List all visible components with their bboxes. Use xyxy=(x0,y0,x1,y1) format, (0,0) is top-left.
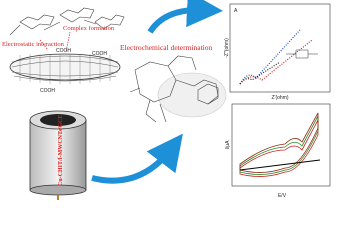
graphical-abstract: Complex formation Electrostatic interact… xyxy=(2,0,331,200)
electrode-label: Cu-CHIT/f-MWCNTs/GCE xyxy=(58,115,64,186)
cooh-label: COOH xyxy=(92,51,107,57)
y-axis-label: -Z''(ohm) xyxy=(224,38,230,58)
chitosan-structure xyxy=(9,7,125,36)
arrow xyxy=(91,133,183,184)
analyte-molecule xyxy=(129,55,227,123)
x-axis-label: E/V xyxy=(278,193,287,199)
panel-label: A xyxy=(234,8,238,14)
cv-plot xyxy=(231,103,331,187)
cooh-label: COOH xyxy=(56,48,71,54)
y-axis-label: I/μA xyxy=(225,140,231,150)
nyquist-plot xyxy=(229,3,331,93)
x-axis-label: Z'(ohm) xyxy=(271,95,288,101)
carbon-nanotube xyxy=(9,53,121,84)
electrode xyxy=(29,110,87,200)
arrow xyxy=(147,0,223,34)
determination-label: Electrochemical determination xyxy=(120,43,212,52)
complex-formation-label: Complex formation xyxy=(63,25,115,32)
cooh-label: COOH xyxy=(40,88,55,94)
electrostatic-label: Electrostatic interaction xyxy=(2,41,65,48)
